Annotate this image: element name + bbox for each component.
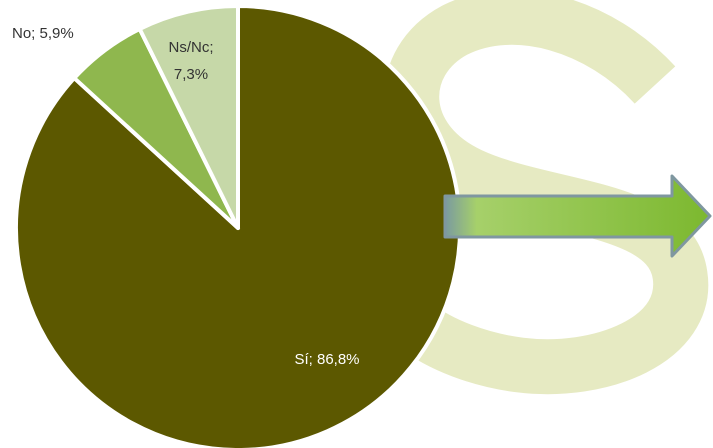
slice-label-ns-nc: Ns/Nc; 7,3% <box>169 39 214 83</box>
arrow-right-icon <box>443 174 712 258</box>
pie-slice-ns-nc <box>137 4 240 230</box>
pie-chart: Sí; 86,8% No; 5,9% Ns/Nc; 7,3% <box>12 4 462 448</box>
slice-label-no: No; 5,9% <box>12 25 74 42</box>
slice-label-s: Sí; 86,8% <box>294 351 359 368</box>
